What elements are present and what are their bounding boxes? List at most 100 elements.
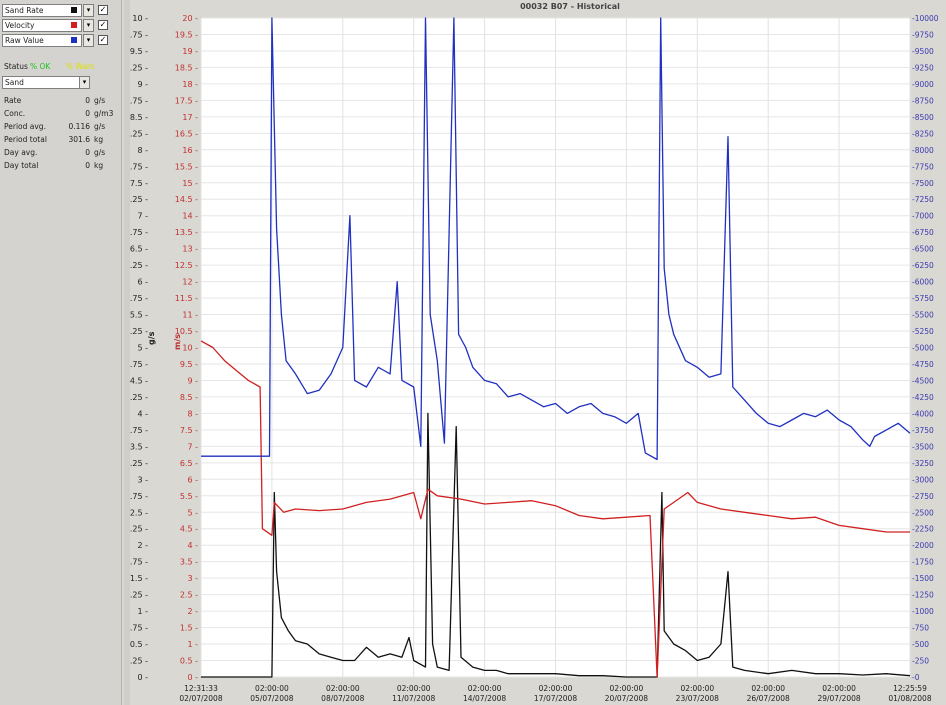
right-tick-label: -1250 — [912, 591, 934, 600]
chevron-down-icon[interactable]: ▾ — [79, 76, 90, 89]
right-tick-label: -7000 — [912, 212, 934, 221]
right-tick-label: -1000 — [912, 607, 934, 616]
stat-value: 0 — [85, 109, 90, 118]
left-tick-label: 7.5 - — [130, 179, 148, 188]
chevron-down-icon[interactable]: ▾ — [83, 19, 94, 32]
right-tick-label: -9750 — [912, 30, 934, 39]
stat-unit: g/s — [94, 122, 106, 131]
x-tick-time: 02:00:00 — [610, 684, 644, 693]
right-tick-label: -2000 — [912, 541, 934, 550]
status-label: Status — [4, 62, 28, 71]
stat-value: 0 — [85, 96, 90, 105]
stat-label: Rate — [4, 96, 22, 105]
left-tick-label: 2.75 - — [130, 492, 148, 501]
series-color-swatch — [71, 7, 77, 13]
right-tick-label: -9250 — [912, 63, 934, 72]
stat-value: 0 — [85, 148, 90, 157]
left-tick-label: 9 - — [137, 80, 148, 89]
series-select-velocity[interactable]: Velocity — [2, 19, 82, 32]
stat-unit: kg — [94, 135, 104, 144]
status-warn-badge: % Warn — [66, 62, 95, 71]
stat-row-conc: Conc. 0 g/m3 — [4, 109, 116, 120]
mode-select[interactable]: Sand — [2, 76, 80, 89]
mid-tick-label: 8.5 - — [180, 393, 198, 402]
series-checkbox[interactable]: ✓ — [98, 35, 108, 45]
right-tick-label: -7250 — [912, 195, 934, 204]
x-tick-date: 20/07/2008 — [605, 694, 648, 703]
left-tick-label: 7 - — [137, 212, 148, 221]
mid-tick-label: 2 - — [187, 607, 198, 616]
right-tick-label: -4250 — [912, 393, 934, 402]
x-tick-date: 08/07/2008 — [321, 694, 364, 703]
left-tick-label: 7.75 - — [130, 162, 148, 171]
right-tick-label: -5500 — [912, 311, 934, 320]
mid-tick-label: 6.5 - — [180, 459, 198, 468]
left-tick-label: 5.5 - — [130, 311, 148, 320]
right-tick-label: -2750 — [912, 492, 934, 501]
series-color-swatch — [71, 22, 77, 28]
right-tick-label: -10000 — [912, 14, 939, 23]
right-tick-label: -6500 — [912, 245, 934, 254]
left-tick-label: 2.25 - — [130, 525, 148, 534]
mid-tick-label: 10 - — [182, 344, 198, 353]
series-checkbox[interactable]: ✓ — [98, 20, 108, 30]
panel-splitter[interactable] — [124, 0, 130, 705]
mid-tick-label: 16.5 - — [175, 129, 198, 138]
right-tick-label: -3500 — [912, 442, 934, 451]
series-label: Velocity — [5, 21, 35, 30]
left-tick-label: 7.25 - — [130, 195, 148, 204]
right-tick-label: -1500 — [912, 574, 934, 583]
series-line-raw-value — [201, 17, 911, 461]
series-checkbox[interactable]: ✓ — [98, 5, 108, 15]
x-tick-time: 02:00:00 — [680, 684, 714, 693]
chevron-down-icon[interactable]: ▾ — [83, 4, 94, 17]
left-panel: Sand Rate ▾ ✓ Velocity ▾ ✓ Raw Value ▾ ✓… — [0, 0, 122, 705]
mid-tick-label: 5.5 - — [180, 492, 198, 501]
left-tick-label: 4.25 - — [130, 393, 148, 402]
mid-tick-label: 19.5 - — [175, 30, 198, 39]
left-tick-label: 1.5 - — [130, 574, 148, 583]
stat-label: Period total — [4, 135, 47, 144]
stat-row-period-total: Period total 301.6 kg — [4, 135, 116, 146]
chevron-down-icon[interactable]: ▾ — [83, 34, 94, 47]
mid-tick-label: 13 - — [182, 245, 198, 254]
mid-tick-label: 14 - — [182, 212, 198, 221]
right-tick-label: -4750 — [912, 360, 934, 369]
right-tick-label: -0 — [912, 673, 920, 682]
left-tick-label: 6.75 - — [130, 228, 148, 237]
left-tick-label: 8.25 - — [130, 129, 148, 138]
mid-tick-label: 8 - — [187, 409, 198, 418]
right-tick-label: -3250 — [912, 459, 934, 468]
mid-tick-label: 2.5 - — [180, 591, 198, 600]
x-tick-time: 12:31:33 — [184, 684, 218, 693]
left-tick-label: 6 - — [137, 278, 148, 287]
mid-tick-label: 15.5 - — [175, 162, 198, 171]
stat-unit: kg — [94, 161, 104, 170]
mid-tick-label: 18.5 - — [175, 63, 198, 72]
mid-tick-label: 3.5 - — [180, 558, 198, 567]
stat-row-day-avg: Day avg. 0 g/s — [4, 148, 116, 159]
left-tick-label: 1.25 - — [130, 591, 148, 600]
left-tick-label: 6.5 - — [130, 245, 148, 254]
mid-tick-label: 19 - — [182, 47, 198, 56]
right-tick-label: -5250 — [912, 327, 934, 336]
stat-row-day-total: Day total 0 kg — [4, 161, 116, 172]
mode-select-row: Sand ▾ — [2, 76, 117, 89]
stat-label: Conc. — [4, 109, 26, 118]
mid-tick-label: 10.5 - — [175, 327, 198, 336]
stat-unit: g/s — [94, 96, 106, 105]
left-tick-label: 4.5 - — [130, 376, 148, 385]
stat-value: 0 — [85, 161, 90, 170]
stat-value: 301.6 — [68, 135, 90, 144]
mid-tick-label: 5 - — [187, 508, 198, 517]
mid-tick-label: 0 - — [187, 673, 198, 682]
x-tick-time: 02:00:00 — [326, 684, 360, 693]
mid-tick-label: 6 - — [187, 475, 198, 484]
left-tick-label: 8 - — [137, 146, 148, 155]
left-tick-label: 0.25 - — [130, 657, 148, 666]
series-select-sand-rate[interactable]: Sand Rate — [2, 4, 82, 17]
series-select-raw-value[interactable]: Raw Value — [2, 34, 82, 47]
mid-tick-label: 7 - — [187, 442, 198, 451]
right-tick-label: -5750 — [912, 294, 934, 303]
left-tick-label: 0.5 - — [130, 640, 148, 649]
